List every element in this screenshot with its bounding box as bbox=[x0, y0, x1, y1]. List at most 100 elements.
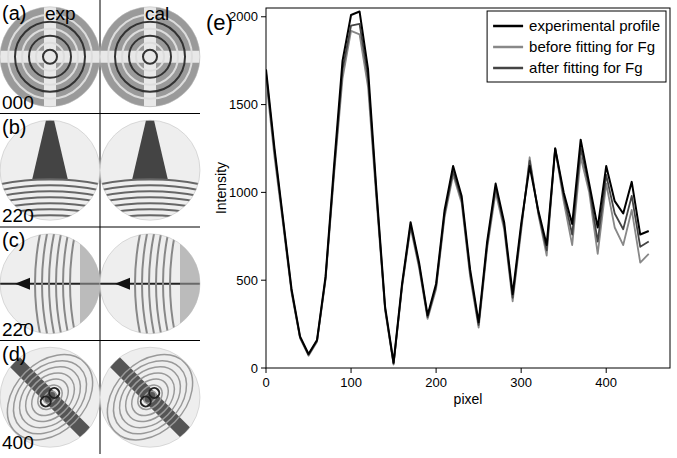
series-line bbox=[266, 12, 649, 363]
fringe bbox=[22, 29, 78, 85]
fringe bbox=[100, 191, 200, 196]
legend-swatch bbox=[493, 46, 523, 49]
fringe bbox=[100, 185, 200, 190]
fringe bbox=[116, 363, 184, 431]
y-tick-label: 0 bbox=[251, 361, 258, 376]
fringe bbox=[99, 346, 201, 448]
pattern-panels: (a) 000 (b) 220 (c) 22̄0 (d) 400 exp cal bbox=[0, 0, 220, 458]
fringe bbox=[49, 234, 54, 334]
fringe bbox=[0, 179, 100, 184]
band bbox=[132, 120, 168, 180]
fringe bbox=[100, 197, 200, 202]
diffraction-disk bbox=[100, 120, 200, 220]
x-axis-title: pixel bbox=[454, 391, 483, 407]
panel-letter: (a) bbox=[2, 2, 26, 24]
disk-edge bbox=[100, 120, 200, 220]
fringe bbox=[143, 50, 157, 64]
fringe bbox=[170, 234, 175, 334]
reflection-label: 000 bbox=[2, 92, 34, 113]
y-tick bbox=[261, 16, 266, 17]
fringe bbox=[100, 215, 200, 220]
fringe bbox=[70, 234, 75, 334]
fringe bbox=[156, 234, 161, 334]
x-tick-label: 400 bbox=[595, 375, 617, 390]
fringe bbox=[43, 50, 57, 64]
fringe bbox=[135, 234, 140, 334]
disk-edge bbox=[100, 347, 200, 447]
fringe bbox=[0, 191, 100, 196]
x-tick-label: 100 bbox=[340, 375, 362, 390]
x-tick bbox=[266, 368, 267, 373]
column-label: exp bbox=[45, 3, 76, 24]
figure: (a)000(b)220(c)22̄0(d)400expcal(e)010020… bbox=[0, 0, 677, 458]
fringe bbox=[136, 43, 164, 71]
fringe bbox=[36, 43, 64, 71]
diffraction-disk bbox=[80, 327, 220, 458]
legend-label: after fitting for Fg bbox=[529, 59, 642, 76]
diffraction-disk bbox=[100, 234, 200, 334]
x-tick bbox=[436, 368, 437, 373]
legend-swatch bbox=[493, 25, 523, 28]
reflection-label: 400 bbox=[2, 432, 34, 453]
y-tick-label: 500 bbox=[236, 273, 258, 288]
fringe bbox=[149, 234, 154, 334]
y-tick-label: 2000 bbox=[229, 9, 258, 24]
fringe-group bbox=[80, 327, 220, 458]
y-tick-label: 1500 bbox=[229, 97, 258, 112]
fringe bbox=[63, 234, 68, 334]
x-tick-label: 200 bbox=[425, 375, 447, 390]
x-tick bbox=[351, 368, 352, 373]
fringe bbox=[108, 15, 192, 99]
y-tick bbox=[261, 280, 266, 281]
band bbox=[15, 278, 30, 290]
legend-swatch bbox=[493, 67, 523, 70]
x-tick bbox=[521, 368, 522, 373]
fringe bbox=[8, 15, 92, 99]
fringe bbox=[100, 179, 200, 184]
panel-letter: (d) bbox=[2, 343, 26, 365]
row-divider bbox=[0, 227, 200, 228]
band bbox=[80, 234, 100, 334]
plot-frame bbox=[266, 8, 670, 368]
row-divider bbox=[0, 113, 200, 114]
y-axis-title: Intensity bbox=[213, 162, 229, 214]
panel-letter: (b) bbox=[2, 116, 26, 138]
fringe bbox=[100, 209, 200, 214]
fringe bbox=[147, 386, 161, 400]
fringe-group bbox=[100, 120, 200, 220]
x-tick bbox=[606, 368, 607, 373]
x-tick-label: 0 bbox=[262, 375, 269, 390]
panel-letter: (c) bbox=[2, 229, 25, 251]
fringe-group bbox=[100, 234, 200, 334]
y-tick bbox=[261, 368, 266, 369]
fringe bbox=[33, 380, 67, 414]
y-tick-label: 1000 bbox=[229, 185, 258, 200]
fringe bbox=[35, 234, 40, 334]
x-tick-label: 300 bbox=[510, 375, 532, 390]
reflection-label: 22̄0 bbox=[2, 319, 34, 340]
band bbox=[115, 278, 130, 290]
fringe bbox=[16, 363, 84, 431]
y-tick bbox=[261, 104, 266, 105]
fringe bbox=[15, 22, 85, 92]
band bbox=[180, 234, 200, 334]
disk-ground bbox=[100, 234, 200, 334]
fringe bbox=[122, 29, 178, 85]
fringe bbox=[29, 36, 71, 78]
fringe bbox=[142, 234, 147, 334]
fringe bbox=[0, 338, 109, 457]
disk-edge bbox=[100, 234, 200, 334]
fringe bbox=[47, 386, 61, 400]
fringe bbox=[56, 234, 61, 334]
fringe bbox=[129, 36, 171, 78]
reflection-label: 220 bbox=[2, 205, 34, 226]
y-tick bbox=[261, 192, 266, 193]
fringe bbox=[163, 234, 168, 334]
legend-frame bbox=[487, 11, 666, 82]
fringe bbox=[115, 22, 185, 92]
row-divider bbox=[0, 340, 200, 341]
fringe bbox=[0, 197, 100, 202]
fringe bbox=[133, 380, 167, 414]
column-label: cal bbox=[145, 3, 169, 24]
fringe bbox=[0, 185, 100, 190]
